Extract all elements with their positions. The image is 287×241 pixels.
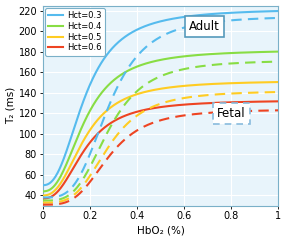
Text: Fetal: Fetal: [217, 107, 245, 120]
Text: Adult: Adult: [189, 20, 220, 33]
X-axis label: HbO₂ (%): HbO₂ (%): [137, 225, 184, 235]
Y-axis label: T₂ (ms): T₂ (ms): [5, 87, 15, 124]
Legend: Hct=0.3, Hct=0.4, Hct=0.5, Hct=0.6: Hct=0.3, Hct=0.4, Hct=0.5, Hct=0.6: [45, 8, 104, 56]
